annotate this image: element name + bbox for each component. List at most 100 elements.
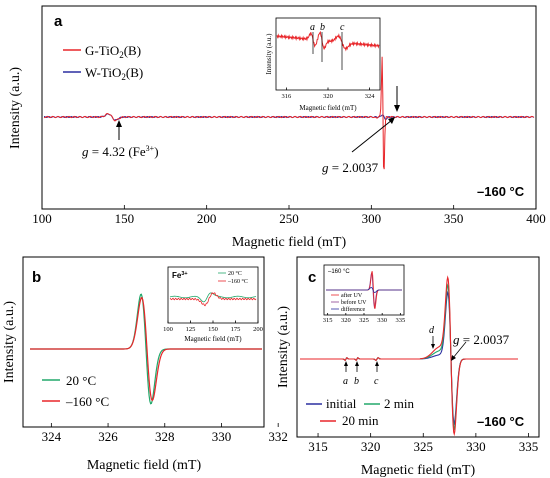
- x-tick-label: 330: [377, 317, 387, 324]
- panel-c-peak-annotations: a b c d g = 2.0037: [343, 325, 510, 387]
- panel-a-inset-x-label: Magnetic field (mT): [299, 104, 357, 112]
- panel-a-fe-annotation: g = 4.32 (Fe3+): [82, 144, 159, 159]
- panel-a-inset-pointer-head: [394, 105, 400, 112]
- panel-b-inset-series-minus160c: [169, 292, 257, 307]
- panel-c-peak-d: d: [429, 325, 435, 336]
- panel-a-g-arrow: [351, 119, 393, 153]
- peak-a-arrowhead: [344, 361, 348, 366]
- panel-b-legend-minus160c: –160 °C: [65, 394, 109, 409]
- x-tick-label: 325: [414, 439, 434, 454]
- panel-c-x-label: Magnetic field (mT): [361, 463, 476, 478]
- x-tick-label: 200: [253, 326, 263, 333]
- x-tick-label: 326: [98, 429, 118, 444]
- x-tick-label: 320: [361, 439, 381, 454]
- panel-b-x-label: Magnetic field (mT): [87, 458, 202, 473]
- panel-a-label: a: [54, 13, 63, 30]
- panel-c-peak-b: b: [354, 376, 359, 387]
- x-tick-label: 150: [208, 326, 218, 333]
- panel-c-peak-c: c: [374, 376, 379, 387]
- panel-c-x-ticks: 315 320 325 330 335: [308, 433, 538, 454]
- panel-b: b 324 326 328 330 332 Magnetic field (mT) In…: [2, 256, 288, 473]
- x-tick-label: 100: [32, 211, 52, 226]
- x-tick-label: 320: [341, 317, 351, 324]
- panel-c-series-20min: [300, 275, 518, 437]
- panel-a-series-g-tio2: [43, 56, 535, 170]
- x-tick-label: 350: [444, 211, 464, 226]
- x-tick-label: 315: [308, 439, 328, 454]
- peak-c-arrowhead: [375, 361, 379, 366]
- panel-b-inset-legend-20c: 20 °C: [228, 270, 242, 277]
- panel-a-inset-y-label: Intensity (a.u.): [265, 33, 273, 75]
- x-tick-label: 150: [115, 211, 135, 226]
- panel-a-g-arrowhead: [388, 117, 395, 124]
- panel-c-inset-legend-difference: difference: [341, 306, 366, 313]
- panel-b-series-minus160c: [30, 297, 262, 402]
- panel-c-legend-initial: initial: [326, 396, 357, 411]
- panel-b-label: b: [32, 269, 41, 286]
- panel-b-y-label: Intensity (a.u.): [2, 301, 17, 383]
- panel-c-inset-legend-after: after UV: [341, 292, 363, 299]
- panel-a-inset-peak-c: c: [340, 22, 345, 33]
- panel-c: c 315 320 325 330 335 Magnetic field (mT) In…: [276, 256, 540, 478]
- panel-b-inset-title: Fe3+: [172, 271, 188, 280]
- x-tick-label: 335: [519, 439, 539, 454]
- x-tick-label: 328: [155, 429, 175, 444]
- x-tick-label: 175: [231, 326, 241, 333]
- panel-c-g-arrow: [452, 341, 467, 359]
- panel-c-g-arrowhead: [451, 355, 456, 361]
- panel-a-fe-arrowhead: [116, 120, 122, 127]
- panel-b-frame: [22, 256, 265, 428]
- panel-c-legend-2min: 2 min: [384, 396, 414, 411]
- panel-a-y-label: Intensity (a.u.): [8, 67, 23, 149]
- panel-a-legend: G-TiO2(B) W-TiO2(B): [63, 43, 143, 82]
- panel-c-legend: initial 2 min 20 min: [306, 396, 414, 428]
- x-tick-label: 324: [365, 93, 376, 100]
- x-tick-label: 100: [163, 326, 173, 333]
- panel-a-x-label: Magnetic field (mT): [232, 235, 347, 250]
- panel-c-y-label: Intensity (a.u.): [276, 306, 291, 388]
- panel-a-inset-peak-b: b: [320, 22, 325, 33]
- panel-c-label: c: [308, 269, 316, 286]
- panel-c-g-annotation: g = 2.0037: [453, 332, 510, 347]
- panel-c-inset-title: –160 °C: [328, 269, 350, 275]
- panel-b-inset-legend-minus160c: –160 °C: [227, 278, 248, 285]
- panel-b-inset: Fe3+ 20 °C –160 °C 100 125 150 175 200 Magne…: [163, 266, 263, 343]
- x-tick-label: 335: [395, 317, 405, 324]
- panel-b-inset-x-ticks: 100 125 150 175 200: [163, 320, 263, 333]
- x-tick-label: 300: [362, 211, 382, 226]
- legend-label-w: W-TiO2(B): [85, 65, 143, 82]
- panel-b-inset-x-label: Magnetic field (mT): [184, 335, 242, 343]
- panel-a: a 100 150 200 250 300 350 400 Magnetic field (…: [8, 5, 546, 250]
- x-tick-label: 320: [323, 93, 333, 100]
- panel-c-peak-a: a: [343, 376, 348, 387]
- x-tick-label: 330: [466, 439, 486, 454]
- x-tick-label: 125: [186, 326, 196, 333]
- panel-a-inset-x-ticks: 316 320 324: [282, 87, 376, 100]
- x-tick-label: 330: [212, 429, 232, 444]
- panel-c-inset-legend-before: before UV: [341, 299, 367, 306]
- panel-c-inset-series-difference: [326, 287, 402, 294]
- panel-c-legend-20min: 20 min: [342, 413, 379, 428]
- peak-d-arrowhead: [431, 344, 435, 349]
- panel-c-frame: [296, 256, 540, 438]
- panel-a-g-annotation: g = 2.0037: [322, 160, 379, 175]
- panel-c-inset-x-ticks: 315 320 325 330 335: [323, 313, 405, 324]
- x-tick-label: 332: [268, 429, 288, 444]
- x-tick-label: 316: [282, 93, 293, 100]
- panel-a-inset-frame: [275, 17, 381, 91]
- panel-a-inset-peak-a: a: [310, 22, 315, 33]
- panel-b-legend-20c: 20 °C: [66, 373, 96, 388]
- panel-b-x-ticks: 324 326 328 330 332: [42, 423, 288, 444]
- x-tick-label: 324: [42, 429, 62, 444]
- panel-a-x-ticks: 100 150 200 250 300 350 400: [32, 205, 546, 226]
- x-tick-label: 315: [323, 317, 333, 324]
- panel-a-inset-series: [276, 30, 380, 52]
- x-tick-label: 325: [359, 317, 369, 324]
- panel-a-temperature: –160 °C: [477, 184, 525, 199]
- x-tick-label: 400: [526, 211, 546, 226]
- x-tick-label: 200: [197, 211, 217, 226]
- panel-b-legend: 20 °C –160 °C: [42, 373, 109, 409]
- peak-b-arrowhead: [355, 361, 359, 366]
- legend-label-g: G-TiO2(B): [85, 43, 141, 60]
